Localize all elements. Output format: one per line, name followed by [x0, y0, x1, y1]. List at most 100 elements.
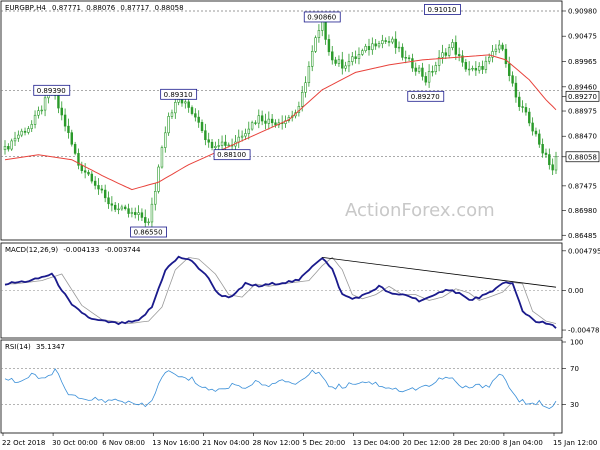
- candle: [447, 44, 451, 59]
- candle: [397, 41, 401, 53]
- candle: [444, 48, 448, 60]
- candle: [113, 201, 117, 213]
- x-tick-label: 15 Jan 12:00: [553, 439, 597, 447]
- candle: [220, 135, 224, 151]
- candle: [474, 61, 478, 76]
- candle: [87, 169, 90, 177]
- candle: [484, 56, 488, 74]
- level-price-box: [565, 90, 600, 102]
- candle: [97, 178, 100, 195]
- candle: [331, 45, 334, 65]
- x-tick-label: 20 Dec 12:00: [403, 439, 450, 447]
- rsi-value: 35.1347: [36, 343, 65, 351]
- candle: [461, 50, 464, 67]
- candle: [240, 130, 244, 142]
- macd-main-value: -0.004133: [63, 246, 99, 254]
- candle: [317, 24, 321, 43]
- candle: [140, 208, 144, 221]
- candle: [347, 53, 351, 73]
- rsi-tick-label: 100: [570, 339, 583, 347]
- candle: [10, 138, 13, 151]
- candle: [33, 110, 37, 129]
- macd-header: MACD(12,26,9) -0.004133 -0.003744: [5, 246, 141, 254]
- candle: [551, 158, 554, 175]
- macd-line: [4, 255, 557, 329]
- rsi-tick-label: 70: [570, 365, 579, 373]
- x-tick-label: 22 Oct 2018: [2, 439, 45, 447]
- candle: [314, 35, 317, 54]
- candle: [494, 44, 498, 56]
- candle: [454, 35, 458, 60]
- candle: [307, 61, 311, 87]
- moving-average-line: [4, 54, 557, 191]
- price-tick-label: 0.89965: [568, 58, 597, 66]
- annotation-label: 0.91010: [427, 6, 456, 14]
- annotation-label: 0.88100: [217, 151, 246, 159]
- candle: [13, 131, 17, 147]
- candle: [544, 148, 548, 159]
- candle: [441, 44, 444, 64]
- candle: [164, 126, 167, 153]
- annotation-label: 0.90860: [307, 13, 336, 21]
- candle: [194, 108, 197, 122]
- low-value: 0.87717: [120, 4, 149, 12]
- price-annotation: 0.89390: [33, 84, 71, 96]
- high-value: 0.88076: [86, 4, 115, 12]
- candle: [264, 113, 267, 130]
- price-tick-label: 0.90475: [568, 33, 597, 41]
- candle: [351, 51, 354, 66]
- candle: [481, 60, 484, 75]
- candle: [144, 209, 147, 229]
- price-tick-label: 0.89270: [568, 93, 597, 101]
- macd-name: MACD(12,26,9): [5, 246, 58, 254]
- candle: [384, 37, 387, 44]
- candle: [3, 140, 7, 155]
- candle: [167, 112, 170, 136]
- annotation-label: 0.89270: [411, 93, 440, 101]
- candle: [404, 50, 407, 64]
- candle: [100, 184, 104, 194]
- rsi-line: [4, 368, 557, 410]
- candle: [471, 65, 474, 72]
- annotation-label: 0.89310: [164, 91, 193, 99]
- candle: [274, 119, 277, 128]
- candle: [137, 205, 140, 221]
- candle: [257, 109, 261, 129]
- candle: [477, 62, 481, 74]
- candle: [260, 110, 264, 126]
- open-value: 0.87771: [52, 4, 81, 12]
- candle: [361, 48, 364, 56]
- candle: [197, 110, 200, 128]
- candle: [337, 55, 341, 67]
- rsi-panel: [0, 339, 563, 434]
- candle: [20, 128, 23, 138]
- price-tick-label: 0.86980: [568, 207, 597, 215]
- candle: [210, 139, 214, 151]
- x-tick-label: 21 Nov 04:00: [202, 439, 249, 447]
- candle: [254, 120, 257, 126]
- macd-trendline: [322, 257, 557, 288]
- macd-tick-label: 0.004795: [568, 247, 600, 255]
- candle: [250, 120, 254, 131]
- candle: [103, 184, 107, 203]
- candle: [367, 38, 371, 56]
- candle: [204, 123, 207, 146]
- x-tick-label: 28 Nov 12:00: [252, 439, 299, 447]
- candle: [341, 51, 344, 75]
- candle: [311, 45, 314, 72]
- candle: [170, 109, 174, 119]
- price-tick-label: 0.89460: [568, 83, 597, 91]
- rsi-tick-label: 30: [570, 401, 579, 409]
- candle: [538, 129, 541, 148]
- candle: [157, 164, 160, 194]
- candle: [244, 128, 247, 140]
- candle: [27, 126, 30, 135]
- candle: [30, 120, 33, 133]
- candle: [357, 47, 361, 65]
- x-tick-label: 30 Oct 00:00: [52, 439, 98, 447]
- symbol-label: EURGBP,H4: [5, 4, 46, 12]
- candle: [387, 36, 391, 47]
- candle: [110, 196, 114, 212]
- candle: [73, 141, 77, 156]
